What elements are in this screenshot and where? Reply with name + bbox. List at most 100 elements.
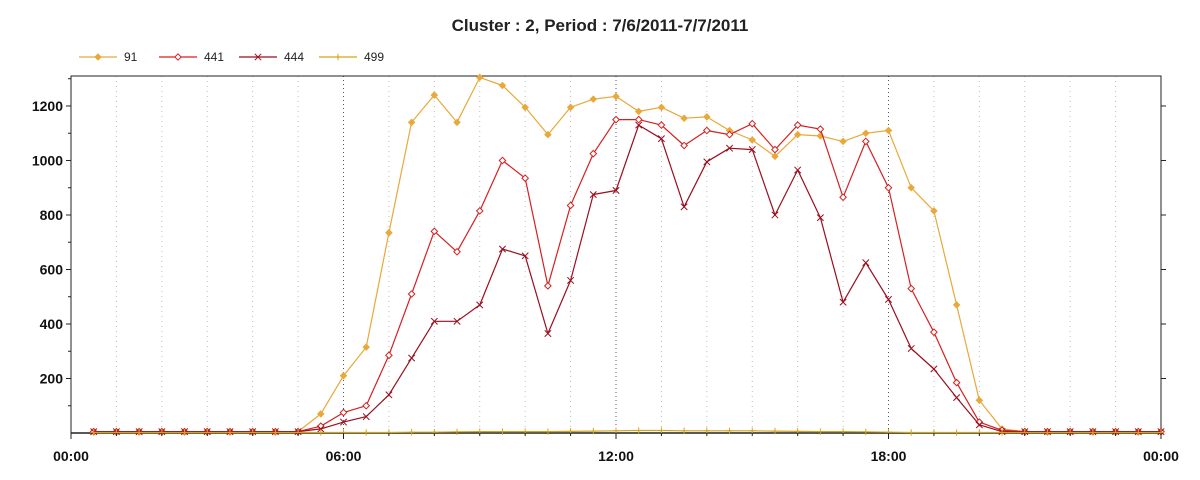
data-point [476, 301, 484, 309]
data-point [1135, 429, 1142, 436]
x-tick-label: 06:00 [326, 448, 362, 464]
series-91 [89, 73, 1165, 436]
series-line [93, 118, 1161, 433]
data-point-stroke [567, 276, 575, 284]
data-point [498, 245, 507, 253]
data-point [589, 95, 598, 103]
chart-title: Cluster : 2, Period : 7/6/2011-7/7/2011 [452, 16, 749, 35]
data-point [884, 295, 893, 304]
data-point [407, 290, 416, 298]
data-point [407, 118, 416, 127]
data-point [385, 228, 393, 237]
data-point [680, 203, 688, 211]
data-point [884, 183, 893, 192]
data-point [634, 115, 643, 124]
data-point-stroke [635, 121, 643, 129]
y-tick-label: 1200 [32, 98, 63, 114]
axes [70, 75, 1162, 434]
data-point [362, 401, 371, 410]
data-point [475, 206, 484, 215]
data-point [430, 227, 439, 236]
data-point [657, 121, 666, 129]
data-point [907, 284, 916, 293]
data-point [181, 429, 188, 436]
data-point [907, 183, 915, 192]
y-tick-label: 400 [40, 316, 64, 332]
data-point-stroke [680, 203, 688, 211]
data-point [339, 418, 348, 426]
data-point [544, 428, 552, 435]
data-point [612, 92, 620, 101]
data-point [703, 427, 711, 435]
data-point [521, 103, 529, 112]
data-point [589, 149, 598, 158]
data-point-stroke [862, 259, 870, 267]
series-line [93, 429, 1161, 434]
data-point [521, 252, 529, 260]
legend-label: 91 [124, 50, 138, 64]
data-point [703, 113, 711, 121]
data-point [952, 301, 961, 309]
data-point [317, 429, 324, 436]
plot-frame [70, 75, 1162, 434]
data-point [862, 428, 869, 436]
data-point-stroke [317, 425, 325, 433]
y-tick-label: 1000 [32, 152, 63, 168]
data-point [453, 428, 461, 436]
data-point [816, 214, 824, 222]
data-point [612, 115, 620, 124]
data-point [771, 211, 779, 219]
data-point [362, 413, 370, 421]
series-line [93, 124, 1161, 433]
legend-item-499: 499 [319, 50, 384, 64]
data-point [475, 73, 484, 82]
data-point [907, 344, 915, 353]
data-point [953, 394, 961, 402]
legend-item-91: 91 [79, 50, 138, 64]
legend-label: 444 [284, 50, 304, 64]
data-point [566, 103, 575, 112]
data-point [567, 276, 575, 284]
x-tick-label: 00:00 [53, 448, 89, 464]
data-point [726, 427, 733, 435]
data-point [725, 144, 734, 152]
data-point-stroke [884, 295, 893, 304]
data-point [339, 408, 348, 417]
y-tick-label: 200 [40, 370, 64, 386]
data-point [930, 207, 938, 215]
data-point [749, 427, 756, 435]
data-point [385, 351, 393, 360]
grid [115, 76, 1117, 433]
data-point [566, 201, 575, 210]
data-point [725, 130, 734, 139]
data-point-stroke [657, 135, 665, 143]
data-point-stroke [544, 329, 552, 338]
data-point [254, 53, 262, 61]
data-point [362, 343, 370, 351]
data-point [703, 158, 711, 166]
data-point-stroke [362, 413, 370, 421]
data-point [839, 193, 847, 202]
data-point [174, 53, 182, 61]
series-444 [90, 121, 1165, 436]
data-point [908, 429, 915, 436]
data-point-stroke [725, 144, 734, 152]
data-point [702, 126, 711, 135]
data-point-stroke [612, 186, 620, 195]
data-point [771, 145, 779, 154]
data-point [339, 372, 348, 380]
data-point [408, 354, 416, 362]
data-point-stroke [339, 418, 348, 426]
data-point [521, 174, 530, 183]
data-point [612, 427, 620, 435]
data-point [952, 378, 961, 387]
data-point [771, 152, 779, 161]
data-point [544, 130, 552, 139]
data-point [930, 365, 938, 373]
data-point [317, 425, 325, 433]
data-point [453, 118, 461, 127]
x-tick-label: 12:00 [598, 448, 634, 464]
data-point [317, 410, 325, 418]
data-point-stroke [254, 53, 262, 61]
data-point-stroke [589, 190, 597, 199]
